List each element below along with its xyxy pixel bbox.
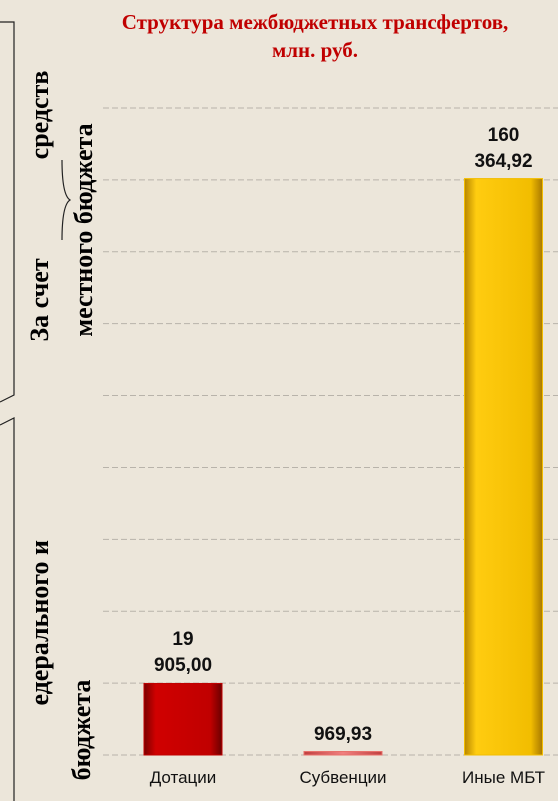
side-label: едерального и (25, 540, 54, 706)
x-tick-label: Субвенции (299, 768, 387, 787)
x-tick-label: Иные МБТ (462, 768, 545, 787)
side-label: средств (25, 71, 54, 160)
value-label: 160 364,92 (474, 124, 533, 172)
side-label: местного бюджета (69, 123, 98, 336)
value-label: 19 905,00 (153, 629, 213, 677)
chart-title: Структура межбюджетных трансфертов, млн.… (121, 10, 509, 62)
bar (143, 682, 223, 756)
brace (61, 159, 72, 241)
value-label: 969,93 (313, 723, 373, 745)
brace (0, 21, 15, 403)
brace (0, 417, 15, 801)
braces (0, 21, 72, 801)
bar (303, 751, 383, 756)
bar (464, 178, 543, 756)
side-label: За счет (25, 258, 54, 341)
x-tick-label: Дотации (149, 768, 217, 787)
side-label: бюджета (67, 680, 96, 781)
